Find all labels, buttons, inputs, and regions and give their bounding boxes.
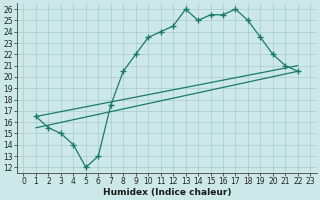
X-axis label: Humidex (Indice chaleur): Humidex (Indice chaleur) <box>103 188 231 197</box>
